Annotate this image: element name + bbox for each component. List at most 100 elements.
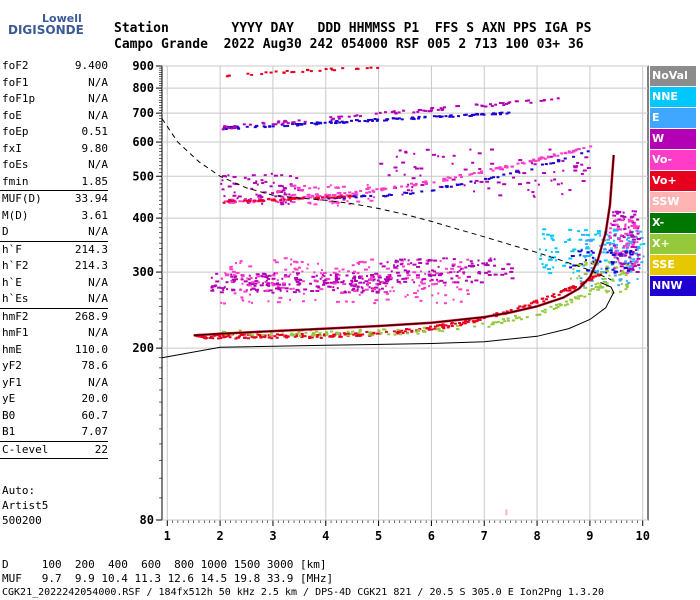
echo-mark: [401, 193, 404, 196]
echo-mark: [570, 250, 575, 253]
echo-mark: [387, 333, 391, 336]
echo-mark: [295, 288, 299, 291]
echo-mark: [541, 297, 545, 300]
x-tick-label: 3: [269, 529, 276, 543]
echo-mark: [298, 334, 302, 337]
echo-mark: [284, 334, 288, 337]
echo-mark: [634, 222, 637, 225]
y-tick-label: 400: [132, 211, 154, 225]
echo-mark: [452, 154, 456, 157]
echo-mark: [550, 235, 553, 238]
echo-mark: [586, 247, 590, 250]
echo-mark: [628, 256, 632, 259]
echo-mark: [215, 334, 219, 337]
lowell-digisonde-logo: Lowell DIGISONDE: [4, 12, 104, 42]
echo-mark: [477, 172, 481, 175]
echo-mark: [419, 174, 422, 177]
param-key: B0: [2, 408, 16, 422]
echo-mark: [541, 310, 545, 313]
y-tick-label: 80: [140, 513, 154, 527]
echo-mark: [603, 259, 608, 262]
echo-mark: [583, 272, 588, 275]
echo-mark: [230, 127, 234, 130]
param-value: N/A: [88, 292, 108, 305]
echo-mark: [625, 279, 628, 282]
param-value: N/A: [88, 158, 108, 171]
echo-mark: [620, 262, 625, 265]
echo-mark: [453, 176, 457, 179]
echo-mark: [636, 218, 640, 221]
param-value: 1.85: [81, 174, 109, 188]
echo-mark: [230, 265, 233, 268]
echo-mark: [441, 323, 445, 326]
echo-mark: [313, 197, 317, 200]
echo-mark: [518, 305, 522, 308]
echo-mark: [369, 118, 373, 121]
echo-mark: [256, 275, 260, 278]
echo-mark: [383, 278, 387, 281]
echo-mark: [248, 201, 252, 204]
echo-mark: [477, 270, 481, 273]
echo-mark: [397, 117, 401, 120]
echo-mark: [353, 279, 358, 282]
echo-mark: [605, 282, 609, 285]
echo-mark: [517, 316, 521, 319]
echo-mark: [432, 189, 436, 192]
echo-mark: [390, 270, 393, 273]
echo-mark: [564, 300, 568, 303]
echo-mark: [559, 304, 563, 307]
echo-mark: [600, 251, 603, 254]
echo-mark: [432, 115, 436, 118]
echo-mark: [629, 234, 634, 237]
echo-mark: [463, 113, 467, 116]
echo-mark: [529, 101, 533, 104]
param-key: C-level: [2, 442, 49, 456]
echo-mark: [633, 213, 637, 216]
echo-mark: [334, 275, 338, 278]
echo-mark: [493, 258, 496, 261]
echo-mark: [262, 199, 266, 202]
echo-mark: [257, 194, 262, 197]
echo-mark: [450, 267, 455, 270]
echo-mark: [291, 334, 295, 337]
param-key: M(D): [2, 208, 29, 222]
echo-mark: [273, 283, 278, 286]
echo-mark: [590, 288, 595, 291]
echo-mark: [496, 320, 500, 323]
echo-mark: [398, 149, 402, 152]
param-row: yF1 N/A: [0, 375, 110, 392]
echo-mark: [456, 328, 460, 331]
echo-mark: [311, 275, 316, 278]
echo-mark: [501, 318, 505, 321]
echo-mark: [609, 222, 612, 225]
echo-mark: [273, 272, 276, 275]
echo-mark: [494, 321, 498, 324]
echo-mark: [442, 179, 446, 182]
echo-mark: [619, 240, 624, 243]
echo-mark: [406, 271, 410, 274]
echo-mark: [230, 275, 234, 278]
echo-mark: [466, 258, 470, 261]
echo-mark: [386, 194, 390, 197]
echo-mark: [332, 281, 336, 284]
echo-mark: [214, 285, 217, 288]
echo-mark: [505, 509, 508, 516]
echo-mark: [609, 243, 612, 246]
echo-mark: [419, 109, 423, 112]
echo-mark: [627, 281, 631, 284]
echo-mark: [338, 121, 342, 124]
echo-mark: [616, 257, 619, 260]
param-row: h`E N/A: [0, 275, 110, 292]
echo-mark: [270, 199, 274, 202]
echo-mark: [291, 123, 295, 126]
echo-mark: [550, 250, 553, 253]
echo-mark: [227, 174, 230, 177]
echo-mark: [369, 199, 374, 202]
echo-mark: [362, 261, 367, 264]
echo-mark: [413, 281, 416, 284]
echo-mark: [555, 250, 560, 253]
echo-mark: [378, 111, 382, 114]
header-values-row: Campo Grande 2022 Aug30 242 054000 RSF 0…: [114, 37, 584, 52]
echo-mark: [451, 264, 455, 267]
echo-mark: [614, 249, 618, 252]
